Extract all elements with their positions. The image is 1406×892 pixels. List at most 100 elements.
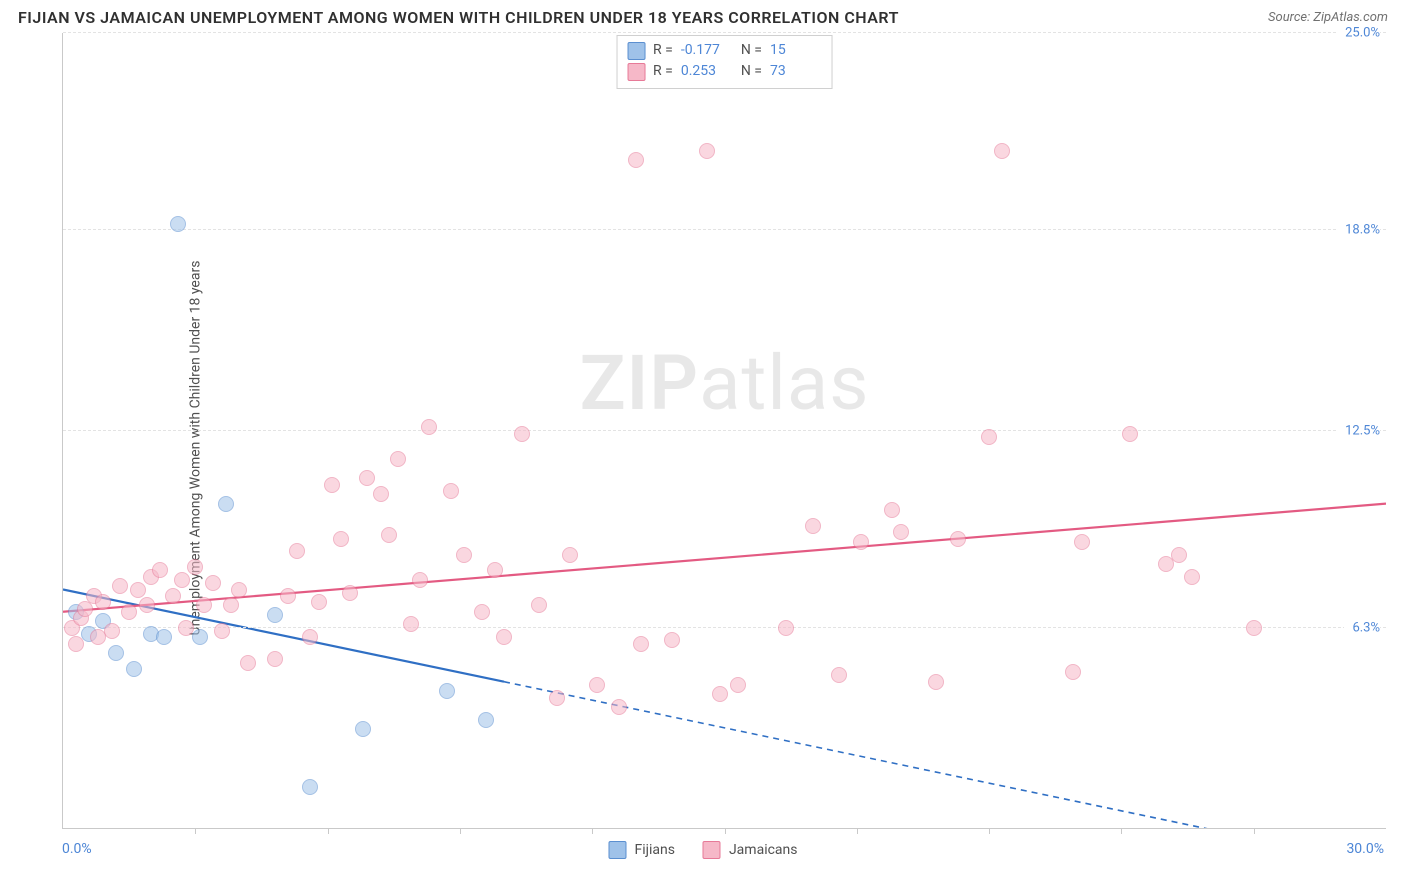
data-point: [121, 604, 137, 620]
data-point: [950, 531, 966, 547]
data-point: [355, 721, 371, 737]
x-tick: [989, 828, 990, 834]
legend-item: Fijians: [608, 841, 674, 859]
data-point: [664, 632, 680, 648]
gridline: [63, 430, 1386, 431]
data-point: [95, 594, 111, 610]
data-point: [165, 588, 181, 604]
data-point: [712, 686, 728, 702]
data-point: [805, 518, 821, 534]
legend-swatch: [703, 841, 721, 859]
data-point: [474, 604, 490, 620]
data-point: [496, 629, 512, 645]
x-tick: [460, 828, 461, 834]
data-point: [403, 616, 419, 632]
legend: Fijians Jamaicans: [608, 841, 797, 859]
x-tick: [328, 828, 329, 834]
stat-label-n: N =: [741, 61, 762, 82]
data-point: [730, 677, 746, 693]
data-point: [853, 534, 869, 550]
stat-value-r: -0.177: [681, 40, 733, 61]
data-point: [130, 582, 146, 598]
data-point: [699, 143, 715, 159]
data-point: [333, 531, 349, 547]
stat-label-r: R =: [653, 61, 673, 82]
data-point: [342, 585, 358, 601]
data-point: [302, 779, 318, 795]
data-point: [289, 543, 305, 559]
x-tick: [195, 828, 196, 834]
data-point: [611, 699, 627, 715]
data-point: [884, 502, 900, 518]
data-point: [192, 629, 208, 645]
data-point: [1065, 664, 1081, 680]
stat-value-n: 15: [770, 40, 822, 61]
data-point: [831, 667, 847, 683]
data-point: [112, 578, 128, 594]
chart-source: Source: ZipAtlas.com: [1268, 10, 1388, 25]
data-point: [1122, 426, 1138, 442]
data-point: [108, 645, 124, 661]
data-point: [487, 562, 503, 578]
data-point: [412, 572, 428, 588]
data-point: [514, 426, 530, 442]
data-point: [214, 623, 230, 639]
stat-label-n: N =: [741, 40, 762, 61]
data-point: [267, 607, 283, 623]
trend-line-dashed: [504, 682, 1386, 828]
watermark-atlas: atlas: [699, 338, 869, 428]
gridline: [63, 32, 1386, 33]
data-point: [139, 597, 155, 613]
data-point: [324, 477, 340, 493]
data-point: [390, 451, 406, 467]
data-point: [156, 629, 172, 645]
data-point: [223, 597, 239, 613]
data-point: [562, 547, 578, 563]
data-point: [893, 524, 909, 540]
chart-container: Unemployment Among Women with Children U…: [14, 33, 1392, 863]
chart-title: FIJIAN VS JAMAICAN UNEMPLOYMENT AMONG WO…: [18, 8, 899, 27]
x-tick: [592, 828, 593, 834]
data-point: [1171, 547, 1187, 563]
data-point: [68, 636, 84, 652]
data-point: [205, 575, 221, 591]
y-tick-label: 25.0%: [1337, 26, 1380, 41]
data-point: [628, 152, 644, 168]
data-point: [589, 677, 605, 693]
data-point: [981, 429, 997, 445]
data-point: [126, 661, 142, 677]
stat-value-r: 0.253: [681, 61, 733, 82]
legend-swatch: [627, 63, 645, 81]
data-point: [1184, 569, 1200, 585]
x-tick: [1254, 828, 1255, 834]
data-point: [443, 483, 459, 499]
data-point: [928, 674, 944, 690]
stats-row: R = -0.177 N = 15: [627, 40, 822, 61]
legend-label: Fijians: [634, 842, 674, 858]
trend-line-solid: [63, 504, 1386, 612]
data-point: [531, 597, 547, 613]
data-point: [311, 594, 327, 610]
data-point: [439, 683, 455, 699]
data-point: [456, 547, 472, 563]
data-point: [267, 651, 283, 667]
correlation-stats-box: R = -0.177 N = 15 R = 0.253 N = 73: [616, 35, 833, 89]
trend-lines-svg: [63, 33, 1386, 828]
data-point: [421, 419, 437, 435]
data-point: [633, 636, 649, 652]
data-point: [231, 582, 247, 598]
chart-header: FIJIAN VS JAMAICAN UNEMPLOYMENT AMONG WO…: [14, 8, 1392, 27]
stat-value-n: 73: [770, 61, 822, 82]
x-axis-min-label: 0.0%: [62, 841, 92, 857]
legend-swatch: [627, 42, 645, 60]
data-point: [302, 629, 318, 645]
data-point: [778, 620, 794, 636]
legend-label: Jamaicans: [729, 842, 798, 858]
legend-swatch: [608, 841, 626, 859]
stat-label-r: R =: [653, 40, 673, 61]
data-point: [196, 597, 212, 613]
data-point: [174, 572, 190, 588]
data-point: [170, 216, 186, 232]
data-point: [178, 620, 194, 636]
y-tick-label: 18.8%: [1337, 223, 1380, 238]
